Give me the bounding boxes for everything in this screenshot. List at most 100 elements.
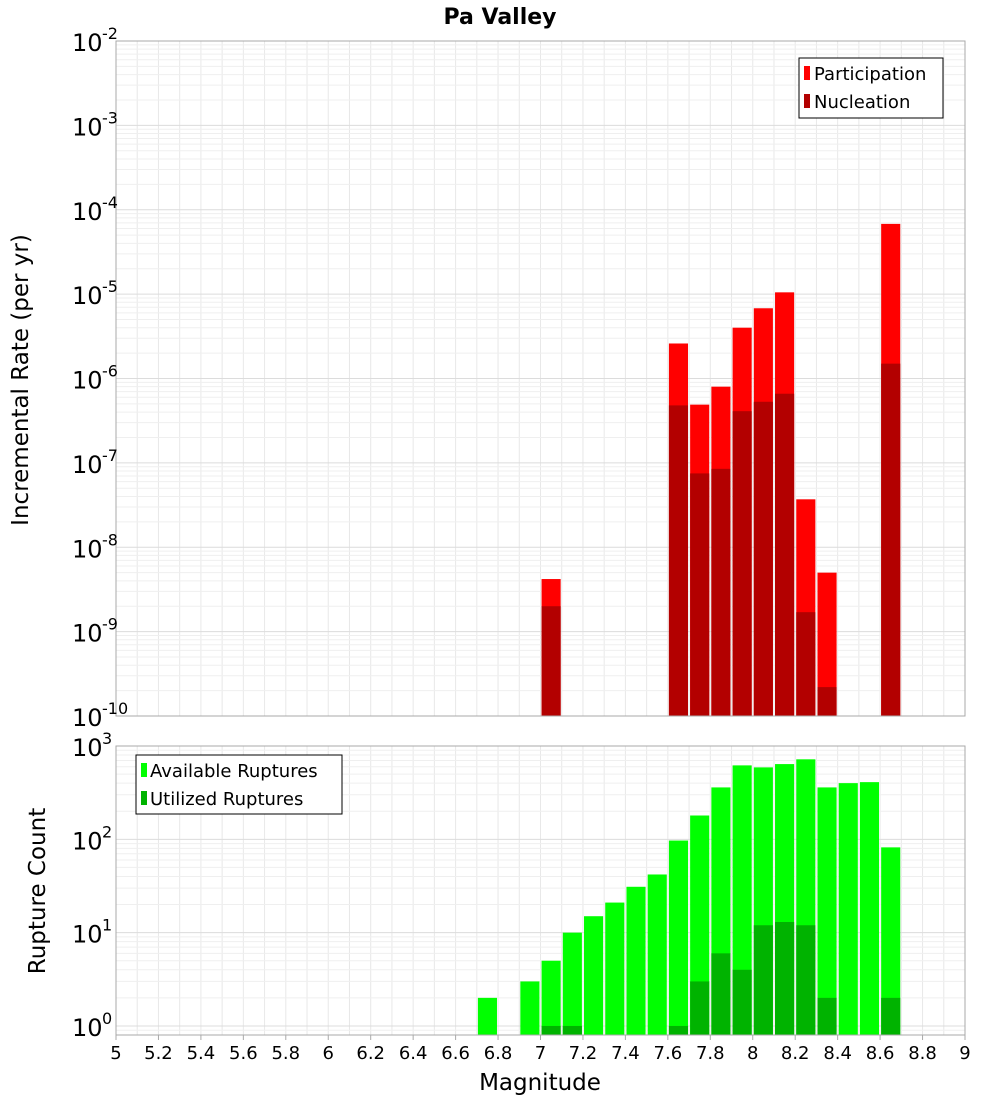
x-tick-label: 6.4: [399, 1043, 428, 1064]
nucleation-bar: [541, 606, 561, 716]
bottom-legend-box: [135, 754, 343, 815]
nucleation-bar: [711, 468, 731, 716]
x-tick-label: 6.6: [441, 1043, 470, 1064]
y-tick-label: 10: [72, 734, 103, 762]
available-ruptures-bar: [541, 960, 561, 1035]
available-ruptures-bar: [838, 783, 858, 1035]
top-legend-box: [798, 57, 944, 119]
legend-label-nucleation: Nucleation: [814, 92, 910, 113]
utilized-ruptures-bar: [775, 922, 795, 1035]
x-tick-label: 7: [535, 1043, 546, 1064]
nucleation-bar: [690, 473, 710, 716]
utilized-ruptures-bar: [711, 953, 731, 1035]
x-tick-label: 5.8: [271, 1043, 300, 1064]
utilized-ruptures-bar: [817, 997, 837, 1035]
participation-bar: [817, 572, 837, 716]
x-tick-label: 9: [959, 1043, 970, 1064]
utilized-ruptures-bar: [732, 969, 752, 1035]
y-tick-exponent: -2: [102, 24, 118, 43]
y-tick-label: 10: [72, 535, 103, 563]
y-tick-exponent: 2: [102, 822, 112, 841]
y-tick-label: 10: [72, 827, 103, 855]
x-tick-label: 6: [323, 1043, 334, 1064]
available-ruptures-bar: [690, 815, 710, 1035]
utilized-ruptures-bar: [562, 1025, 582, 1035]
available-ruptures-bar: [626, 886, 646, 1035]
available-ruptures-bar: [562, 932, 582, 1035]
bottom-y-axis-label: Rupture Count: [25, 808, 51, 974]
bottom-legend: Available Ruptures Utilized Ruptures: [135, 754, 343, 815]
top-y-ticks: 10-210-310-410-510-610-710-810-910-10: [72, 24, 128, 732]
top-plot-border: [115, 40, 966, 717]
x-tick-label: 8.4: [823, 1043, 852, 1064]
nucleation-bar: [775, 393, 795, 716]
top-bars: [541, 223, 901, 716]
available-ruptures-bar: [520, 981, 540, 1035]
y-tick-label: 10: [72, 113, 103, 141]
available-ruptures-bar: [647, 874, 667, 1035]
legend-swatch-participation: [804, 66, 810, 80]
utilized-ruptures-bar: [753, 925, 773, 1035]
utilized-ruptures-bar: [881, 997, 901, 1035]
top-legend: Participation Nucleation: [798, 57, 944, 119]
x-tick-label: 6.2: [356, 1043, 385, 1064]
nucleation-bar: [881, 363, 901, 716]
top-grid: [115, 41, 966, 717]
nucleation-bar: [732, 411, 752, 716]
utilized-ruptures-bar: [668, 1025, 689, 1035]
available-ruptures-bar: [859, 782, 880, 1035]
y-tick-exponent: -6: [102, 362, 118, 381]
x-tick-label: 7.2: [569, 1043, 598, 1064]
x-tick-label: 8.2: [781, 1043, 810, 1064]
available-ruptures-bar: [881, 847, 901, 1035]
nucleation-bar: [753, 401, 773, 716]
x-ticks: 5 5.2 5.4 5.6 5.8 6 6.2 6.4 6.6 6.8 7 7.2 7.4 7.6 7.8 8…: [110, 1035, 971, 1064]
y-tick-label: 10: [72, 620, 103, 648]
utilized-ruptures-bar: [541, 1025, 561, 1035]
bottom-bars: [477, 759, 901, 1035]
y-tick-label: 10: [72, 367, 103, 395]
nucleation-bar: [668, 405, 689, 716]
available-ruptures-bar: [732, 765, 752, 1035]
x-tick-label: 5.4: [187, 1043, 216, 1064]
x-tick-label: 8.6: [866, 1043, 895, 1064]
y-tick-exponent: -3: [102, 108, 118, 127]
y-tick-label: 10: [72, 451, 103, 479]
nucleation-bar: [817, 687, 837, 716]
legend-label-available-ruptures: Available Ruptures: [150, 761, 318, 782]
legend-swatch-nucleation: [804, 94, 810, 108]
legend-swatch-available-ruptures: [141, 763, 147, 777]
y-tick-exponent: 0: [102, 1009, 112, 1028]
y-tick-exponent: -7: [102, 446, 118, 465]
legend-label-utilized-ruptures: Utilized Ruptures: [150, 789, 303, 810]
x-tick-label: 5.2: [144, 1043, 173, 1064]
x-axis-label: Magnitude: [479, 1070, 601, 1096]
x-tick-label: 7.8: [696, 1043, 725, 1064]
y-tick-label: 10: [72, 29, 103, 57]
x-tick-label: 7.4: [611, 1043, 640, 1064]
utilized-ruptures-bar: [690, 981, 710, 1035]
top-panel: 10-210-310-410-510-610-710-810-910-10 In…: [8, 24, 966, 732]
x-tick-label: 6.8: [484, 1043, 513, 1064]
utilized-ruptures-bar: [796, 925, 816, 1035]
y-tick-exponent: -8: [102, 530, 118, 549]
x-tick-label: 7.6: [654, 1043, 683, 1064]
y-tick-label: 10: [72, 198, 103, 226]
top-y-axis-label: Incremental Rate (per yr): [8, 234, 34, 526]
legend-swatch-utilized-ruptures: [141, 791, 147, 805]
y-tick-label: 10: [72, 704, 103, 732]
available-ruptures-bar: [605, 902, 625, 1035]
y-tick-exponent: -5: [102, 277, 118, 296]
y-tick-exponent: -10: [102, 699, 128, 718]
x-tick-label: 5.6: [229, 1043, 258, 1064]
y-tick-label: 10: [72, 282, 103, 310]
chart-title: Pa Valley: [443, 5, 556, 30]
y-tick-exponent: -4: [102, 193, 118, 212]
y-tick-label: 10: [72, 1014, 103, 1042]
x-tick-label: 5: [110, 1043, 121, 1064]
available-ruptures-bar: [477, 997, 497, 1035]
legend-label-participation: Participation: [814, 64, 926, 85]
y-tick-exponent: 3: [102, 729, 112, 748]
